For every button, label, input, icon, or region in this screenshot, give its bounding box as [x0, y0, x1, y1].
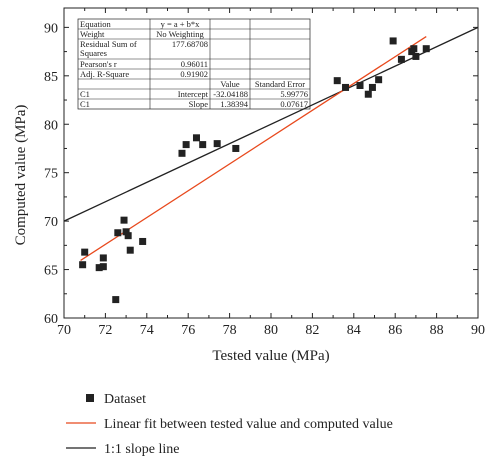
x-tick-label: 74 [140, 323, 154, 338]
stats-cell: 0.91902 [180, 69, 208, 79]
stats-cell: Intercept [178, 89, 209, 99]
x-tick-label: 72 [98, 323, 112, 338]
legend: Dataset Linear fit between tested value a… [66, 392, 393, 457]
data-point [79, 261, 87, 269]
data-point [99, 263, 107, 271]
stats-cell: 1.38394 [220, 99, 248, 109]
data-point [139, 237, 147, 245]
x-tick-label: 90 [471, 323, 485, 338]
x-tick-label: 70 [57, 323, 71, 338]
data-point [375, 76, 383, 84]
y-tick-label: 70 [44, 215, 58, 230]
stats-table-frame [77, 18, 311, 110]
data-point [99, 254, 107, 262]
stats-cell: Value [220, 79, 240, 89]
data-point [192, 134, 200, 142]
x-tick-label: 84 [347, 323, 361, 338]
stats-cell: 0.07617 [280, 99, 308, 109]
data-points [79, 37, 430, 304]
data-point [213, 140, 221, 148]
data-point [333, 77, 341, 85]
y-tick-label: 75 [44, 167, 58, 182]
data-point [368, 83, 376, 91]
data-point [232, 144, 240, 152]
data-point [410, 45, 418, 53]
stats-cell: Residual Sum of [80, 39, 137, 49]
stats-cell: 177.68708 [172, 39, 208, 49]
y-axis-title: Computed value (MPa) [13, 105, 29, 246]
data-point [389, 37, 397, 45]
stats-cell: -32.04188 [213, 89, 248, 99]
y-tick-label: 65 [44, 264, 58, 279]
y-tick-label: 90 [44, 21, 58, 36]
stats-cell: Equation [80, 19, 111, 29]
data-point [122, 228, 130, 236]
legend-label: Dataset [104, 392, 146, 407]
data-point [81, 248, 89, 256]
data-point [114, 229, 122, 237]
stats-cell: 5.99776 [280, 89, 308, 99]
data-point [422, 45, 430, 53]
x-tick-label: 82 [305, 323, 319, 338]
stats-cell: Pearson's r [80, 59, 117, 69]
one-to-one-line [64, 26, 478, 222]
stats-cell: Weight [80, 29, 105, 39]
data-point [397, 55, 405, 63]
x-tick-label: 78 [223, 323, 237, 338]
fit-lines [64, 26, 478, 261]
data-point [342, 83, 350, 91]
stats-cell: Standard Error [255, 79, 305, 89]
data-point [199, 141, 207, 149]
y-tick-label: 85 [44, 70, 58, 85]
x-tick-label: 80 [264, 323, 278, 338]
x-axis-title: Tested value (MPa) [212, 348, 329, 364]
data-point [112, 296, 120, 304]
x-tick-label: 88 [430, 323, 444, 338]
stats-cell: Adj. R-Square [80, 69, 129, 79]
fit-statistics-table: Equation y = a + b*x Weight No Weighting Res… [77, 18, 311, 110]
data-point [182, 141, 190, 149]
data-point [95, 264, 103, 272]
legend-label: Linear fit between tested value and comp… [104, 417, 393, 432]
x-tick-label: 86 [388, 323, 402, 338]
stats-cell: No Weighting [156, 29, 204, 39]
stats-cell: y = a + b*x [161, 19, 201, 29]
linear-fit-line [80, 36, 427, 261]
data-point [120, 216, 128, 224]
y-tick-label: 60 [44, 312, 58, 327]
stats-cell: 0.96011 [181, 59, 208, 69]
stats-cell: Squares [80, 48, 107, 58]
stats-cell: C1 [80, 89, 90, 99]
axes: 70 72 74 76 78 80 82 84 86 88 90 60 65 70 75 80 85 90 [44, 7, 485, 338]
stats-cell: C1 [80, 99, 90, 109]
data-point [178, 149, 186, 157]
legend-label: 1:1 slope line [104, 442, 179, 457]
data-point [412, 52, 420, 60]
data-point [126, 246, 134, 254]
data-point [124, 232, 132, 240]
y-tick-label: 80 [44, 118, 58, 133]
legend-marker-square [86, 394, 94, 402]
stats-cell: Slope [189, 99, 209, 109]
x-tick-label: 76 [181, 323, 195, 338]
data-point [364, 90, 372, 98]
data-point [356, 82, 364, 89]
